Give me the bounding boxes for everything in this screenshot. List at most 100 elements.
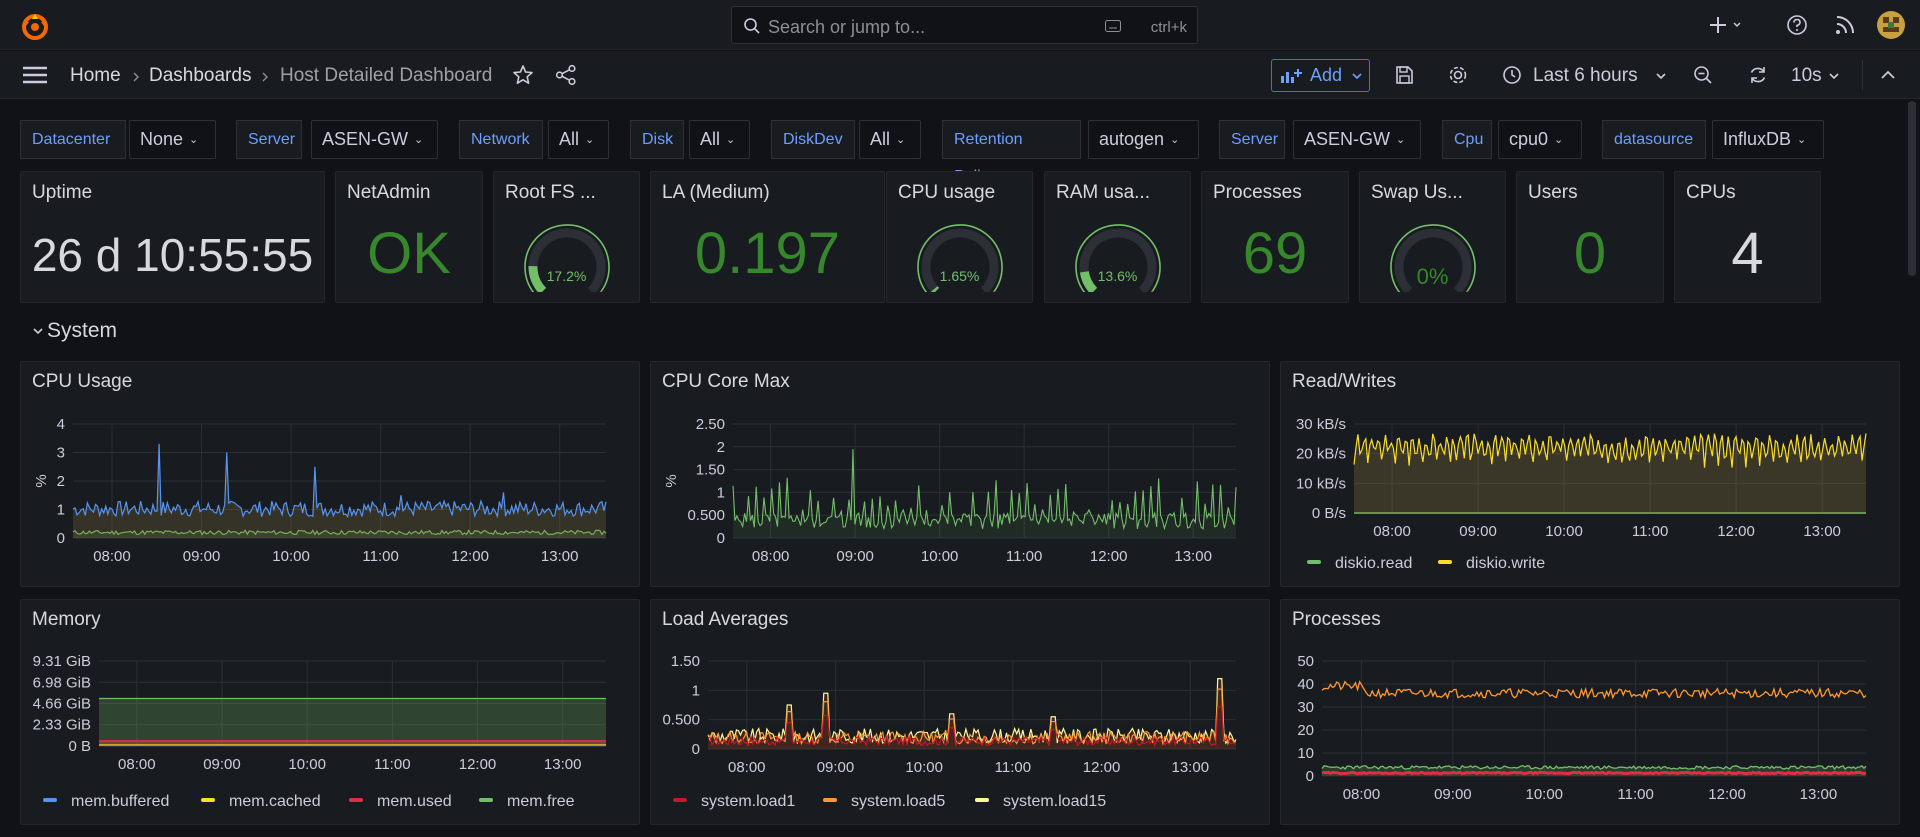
y-tick-label: 0.500 bbox=[687, 507, 725, 524]
panel-read-writes[interactable]: Read/Writes 30 kB/s 20 kB/s 10 kB/s 0 B/s 08… bbox=[1280, 361, 1900, 587]
chevron-down-icon bbox=[33, 328, 43, 335]
y-tick-label: 2.33 GiB bbox=[33, 717, 91, 734]
var-select-disk[interactable]: All ⌄ bbox=[689, 120, 750, 159]
breadcrumb-home[interactable]: Home bbox=[70, 65, 121, 86]
panel-memory[interactable]: Memory 9.31 GiB 6.98 GiB 4.66 GiB 2.33 GiB 0… bbox=[20, 599, 640, 825]
gauge-threshold-arc bbox=[599, 290, 603, 292]
y-tick-label: 0 bbox=[717, 530, 725, 547]
chart-memory: 9.31 GiB 6.98 GiB 4.66 GiB 2.33 GiB 0 B 08:00… bbox=[33, 653, 606, 773]
panel-title: Load Averages bbox=[662, 609, 789, 630]
legend-label: mem.free bbox=[507, 793, 575, 810]
legend-item[interactable]: system.load5 bbox=[823, 793, 945, 811]
series-line bbox=[1321, 680, 1867, 700]
stat-panel-cpu-usage[interactable]: CPU usage 1.65% bbox=[886, 171, 1033, 303]
stat-panel-uptime[interactable]: Uptime 26 d 10:55:55 bbox=[20, 171, 325, 303]
panel-title: Memory bbox=[32, 609, 101, 630]
row-section-system[interactable]: System bbox=[30, 319, 117, 343]
panel-load-averages[interactable]: Load Averages 1.50 1 0.500 0 08:00 09:00 10:00… bbox=[650, 599, 1270, 825]
var-select-server[interactable]: ASEN-GW ⌄ bbox=[311, 120, 438, 159]
breadcrumb-current: Host Detailed Dashboard bbox=[280, 65, 493, 86]
legend-item[interactable]: system.load1 bbox=[673, 793, 795, 811]
add-button[interactable]: Add bbox=[1271, 59, 1370, 92]
legend-item[interactable]: mem.used bbox=[349, 793, 452, 811]
stat-panel-ram-usage[interactable]: RAM usa... 13.6% bbox=[1044, 171, 1191, 303]
stat-panel-load-average[interactable]: LA (Medium) 0.197 bbox=[650, 171, 885, 303]
y-tick-label: 0 bbox=[1306, 768, 1314, 785]
y-tick-label: 2 bbox=[57, 473, 65, 490]
legend-item[interactable]: mem.free bbox=[479, 793, 575, 811]
stat-panel-netadmin[interactable]: NetAdmin OK bbox=[335, 171, 483, 303]
x-tick-label: 09:00 bbox=[836, 548, 874, 565]
grafana-logo-icon[interactable] bbox=[20, 11, 50, 41]
stat-panel-processes[interactable]: Processes 69 bbox=[1201, 171, 1349, 303]
legend-label: diskio.read bbox=[1335, 555, 1413, 572]
help-icon[interactable] bbox=[1786, 14, 1808, 36]
panel-cpu-usage[interactable]: CPU Usage 4 3 2 1 0 08:00 09:00 10:00 11:00 12:00… bbox=[20, 361, 640, 587]
y-axis-label: % bbox=[663, 474, 680, 487]
x-tick-label: 11:00 bbox=[362, 548, 398, 565]
var-select-server-2[interactable]: ASEN-GW ⌄ bbox=[1293, 120, 1421, 159]
x-tick-label: 13:00 bbox=[1800, 786, 1838, 803]
stat-panel-cpus[interactable]: CPUs 4 bbox=[1674, 171, 1821, 303]
refresh-icon[interactable] bbox=[1748, 65, 1768, 85]
share-icon[interactable] bbox=[555, 64, 577, 86]
zoom-out-icon[interactable] bbox=[1693, 65, 1713, 85]
gauge-value: 1.65% bbox=[939, 268, 980, 284]
chevron-down-icon[interactable] bbox=[1656, 73, 1666, 80]
var-select-datasource[interactable]: InfluxDB ⌄ bbox=[1712, 120, 1824, 159]
series-line bbox=[1321, 770, 1867, 776]
y-tick-label: 1 bbox=[717, 484, 725, 501]
legend-item[interactable]: diskio.read bbox=[1307, 555, 1412, 573]
chevron-down-icon: ⌄ bbox=[1396, 134, 1406, 146]
legend-item[interactable]: diskio.write bbox=[1438, 555, 1545, 573]
x-tick-label: 11:00 bbox=[1632, 523, 1668, 540]
var-select-retention-policy[interactable]: autogen ⌄ bbox=[1088, 120, 1199, 159]
rss-icon[interactable] bbox=[1834, 14, 1856, 36]
chevron-down-icon[interactable] bbox=[1829, 73, 1839, 80]
x-tick-label: 13:00 bbox=[541, 548, 579, 565]
star-icon[interactable] bbox=[512, 64, 534, 86]
search-input[interactable]: Search or jump to... ctrl+k bbox=[731, 6, 1198, 44]
legend-item[interactable]: system.load15 bbox=[975, 793, 1106, 811]
series-line bbox=[1353, 432, 1867, 468]
stat-panel-users[interactable]: Users 0 bbox=[1516, 171, 1664, 303]
var-select-network[interactable]: All ⌄ bbox=[548, 120, 609, 159]
menu-icon[interactable] bbox=[22, 65, 48, 85]
gauge-fill bbox=[1079, 270, 1098, 292]
legend-item[interactable]: mem.cached bbox=[201, 793, 321, 811]
legend-item[interactable]: mem.buffered bbox=[43, 793, 169, 811]
gear-icon[interactable] bbox=[1447, 64, 1469, 86]
x-tick-label: 10:00 bbox=[272, 548, 310, 565]
legend-label: mem.cached bbox=[229, 793, 321, 810]
search-shortcut: ctrl+k bbox=[1150, 19, 1187, 36]
panel-title: Root FS ... bbox=[505, 182, 596, 203]
stat-panel-root-fs[interactable]: Root FS ... 17.2% bbox=[493, 171, 640, 303]
x-tick-label: 10:00 bbox=[905, 759, 943, 776]
keyboard-icon bbox=[1105, 20, 1121, 32]
clock-icon[interactable] bbox=[1502, 65, 1522, 85]
stat-value: 4 bbox=[1731, 221, 1764, 286]
stat-panel-swap-usage[interactable]: Swap Us... 0% bbox=[1359, 171, 1506, 303]
legend-label: diskio.write bbox=[1466, 555, 1546, 572]
y-tick-label: 40 bbox=[1297, 676, 1314, 693]
var-select-cpu[interactable]: cpu0 ⌄ bbox=[1498, 120, 1582, 159]
panel-cpu-core-max[interactable]: CPU Core Max 2.50 2 1.50 1 0.500 0 08:00 09:00 1… bbox=[650, 361, 1270, 587]
legend-swatch bbox=[1438, 560, 1452, 564]
panel-processes[interactable]: Processes 50 40 30 20 10 0 08:00 09:00 10:00 11:0… bbox=[1280, 599, 1900, 825]
legend-swatch bbox=[349, 798, 363, 802]
plus-icon[interactable] bbox=[1710, 14, 1744, 36]
gauge bbox=[917, 224, 1003, 292]
y-tick-label: 20 bbox=[1297, 722, 1314, 739]
panel-title: RAM usa... bbox=[1056, 182, 1150, 203]
save-icon[interactable] bbox=[1394, 65, 1414, 85]
refresh-interval-picker[interactable]: 10s bbox=[1791, 65, 1822, 86]
var-select-diskdev[interactable]: All ⌄ bbox=[859, 120, 921, 159]
scrollbar[interactable] bbox=[1908, 101, 1916, 276]
var-select-datacenter[interactable]: None ⌄ bbox=[129, 120, 216, 159]
time-range-picker[interactable]: Last 6 hours bbox=[1533, 65, 1638, 86]
chevron-up-icon[interactable] bbox=[1881, 70, 1895, 79]
breadcrumb-dashboards[interactable]: Dashboards bbox=[149, 65, 252, 86]
x-tick-label: 08:00 bbox=[118, 756, 156, 773]
x-tick-label: 13:00 bbox=[1174, 548, 1212, 565]
avatar[interactable] bbox=[1877, 11, 1905, 39]
